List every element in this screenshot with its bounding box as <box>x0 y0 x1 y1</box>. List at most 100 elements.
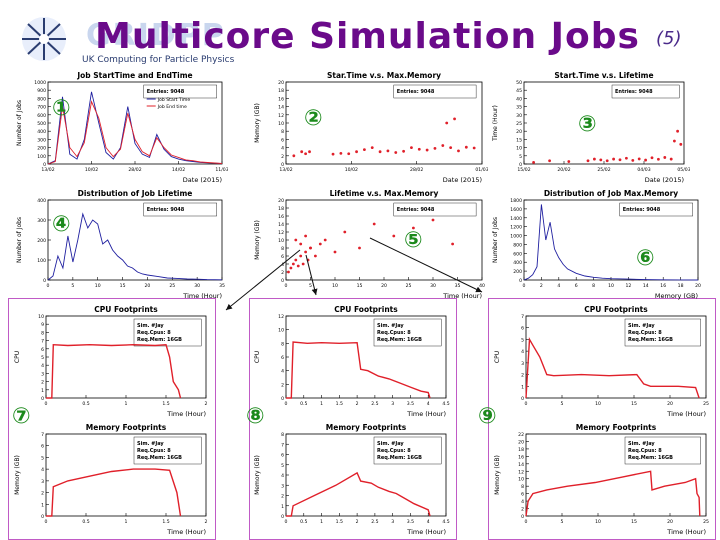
marker-8: ⑧ <box>246 404 265 429</box>
y-tick-label: 4 <box>281 473 284 479</box>
y-tick-label: 0 <box>281 162 284 168</box>
y-axis-label: CPU <box>494 351 501 363</box>
y-tick-label: 8 <box>281 129 284 135</box>
y-tick-label: 5 <box>281 463 284 469</box>
chart-title: Star.Time v.s. Max.Memory <box>327 71 441 80</box>
stats-text: Req.Mem: 16GB <box>377 455 422 461</box>
y-tick-label: 7 <box>41 339 44 345</box>
stats-box <box>393 84 477 99</box>
data-point <box>331 152 335 156</box>
y-tick-label: 18 <box>278 206 284 212</box>
y-tick-label: 3 <box>521 361 524 367</box>
data-point <box>548 159 551 163</box>
stats-box <box>373 318 442 347</box>
data-point <box>343 230 347 234</box>
marker-6: ⑥ <box>636 246 655 271</box>
series-line <box>46 468 182 517</box>
y-tick-label: 2 <box>521 373 524 379</box>
y-tick-label: 0 <box>519 162 522 168</box>
chart-title: Distribution of Job Lifetime <box>78 189 193 198</box>
x-tick-label: 1 <box>125 519 128 525</box>
y-tick-label: 10 <box>278 238 284 244</box>
y-tick-label: 16 <box>518 454 524 460</box>
y-tick-label: 35 <box>516 105 522 111</box>
stats-text: Entries: 9048 <box>615 89 653 95</box>
stats-text: Req.Mem: 16GB <box>628 337 673 343</box>
x-tick-label: 2 <box>540 283 543 289</box>
chart-svg: Job StartTime and EndTime Number of Jobs D… <box>16 71 229 184</box>
series-line <box>525 470 701 517</box>
chart-title: Distribution of Job Max.Memory <box>544 189 678 198</box>
marker-9: ⑨ <box>478 404 497 429</box>
y-tick-label: 200 <box>37 146 46 152</box>
data-point <box>472 146 476 150</box>
x-axis-label: Time (Hour) <box>666 528 706 536</box>
x-tick-label: 20 <box>144 283 150 289</box>
x-tick-label: 11/03 <box>215 167 228 173</box>
x-tick-label: 3.5 <box>407 519 414 525</box>
chart-cpu-footprint-3: CPU Footprints CPU Time (Hour) 0 1 2 3 4 5 6 7 0 5 10… <box>492 302 712 418</box>
x-tick-label: 0 <box>45 401 48 407</box>
y-tick-label: 8 <box>281 432 284 438</box>
chart-title: CPU Footprints <box>584 305 648 314</box>
x-tick-label: 25 <box>406 283 412 289</box>
x-tick-label: 15 <box>120 283 126 289</box>
data-point <box>287 270 290 274</box>
y-tick-label: 15 <box>516 137 522 143</box>
y-tick-label: 14 <box>278 222 284 228</box>
x-tick-label: 0 <box>285 283 288 289</box>
x-tick-label: 10/02 <box>345 167 358 173</box>
chart-svg: Lifetime v.s. Max.Memory Memory (GB) Time … <box>254 189 485 300</box>
y-tick-label: 0 <box>41 514 44 520</box>
y-tick-label: 7 <box>281 442 284 448</box>
x-tick-label: 13/02 <box>41 167 54 173</box>
y-tick-label: 12 <box>278 230 284 236</box>
y-tick-label: 3 <box>41 479 44 485</box>
data-point <box>453 117 456 121</box>
stats-text: Req.Mem: 16GB <box>137 455 182 461</box>
arrow-to-frame-3 <box>369 237 483 293</box>
x-tick-label: 20 <box>381 283 387 289</box>
stats-text: Sim. #Jay <box>377 323 404 329</box>
data-point <box>289 266 293 270</box>
data-point <box>294 258 298 262</box>
y-tick-label: 10 <box>38 314 44 320</box>
y-tick-label: 1600 <box>510 207 522 213</box>
x-tick-label: 4.5 <box>442 519 449 525</box>
x-tick-label: 25 <box>703 519 709 525</box>
data-point <box>291 262 295 266</box>
x-axis-label: Time (Hour) <box>666 410 706 418</box>
stats-text: Entries: 9048 <box>147 207 185 213</box>
y-tick-label: 4 <box>41 363 44 369</box>
data-point <box>296 264 300 268</box>
data-point <box>457 149 460 153</box>
x-tick-label: 0 <box>45 519 48 525</box>
data-point <box>657 157 660 161</box>
x-tick-label: 0.5 <box>82 401 89 407</box>
data-point <box>417 147 421 151</box>
data-point <box>679 142 683 146</box>
y-tick-label: 0 <box>521 396 524 402</box>
y-tick-label: 1 <box>41 388 44 394</box>
y-tick-label: 1 <box>41 502 44 508</box>
data-point <box>599 158 603 162</box>
y-tick-label: 20 <box>516 129 522 135</box>
y-tick-label: 600 <box>37 113 46 119</box>
stats-text: Sim. #Jay <box>137 441 164 447</box>
data-point <box>304 250 307 254</box>
data-point <box>299 242 303 246</box>
x-tick-label: 01/03 <box>475 167 488 173</box>
chart-title: Memory Footprints <box>576 423 657 432</box>
chart-svg: Memory Footprints Memory (GB) Time (Hour) 0… <box>14 423 208 536</box>
arrow-to-frame-1 <box>225 249 301 311</box>
x-tick-label: 1 <box>320 519 323 525</box>
stats-text: Entries: 9048 <box>623 207 661 213</box>
y-tick-label: 20 <box>518 439 524 445</box>
data-point <box>314 254 317 258</box>
x-tick-label: 13/02 <box>279 167 292 173</box>
x-tick-label: 10/02 <box>85 167 98 173</box>
chart-start-vs-lifetime: Start.Time v.s. Lifetime Time (Hour) Date … <box>490 68 691 184</box>
series-line <box>286 471 431 517</box>
x-tick-label: 10 <box>595 519 601 525</box>
